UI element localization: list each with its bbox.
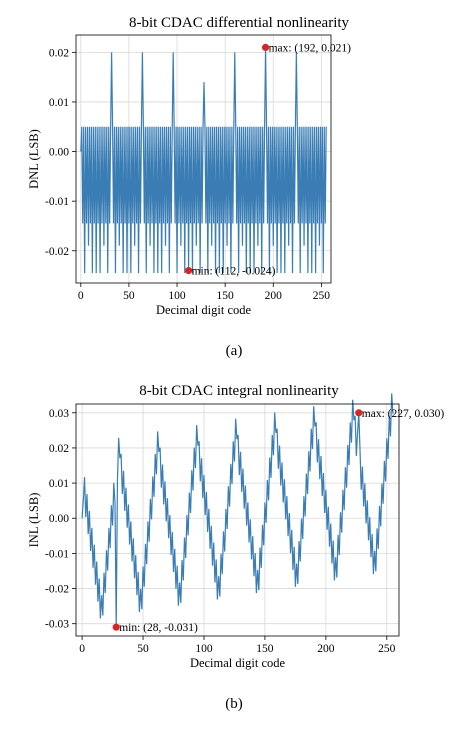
- series-line: [80, 47, 327, 274]
- y-tick-label: 0.01: [49, 97, 69, 109]
- x-tick-label: 0: [79, 643, 85, 655]
- y-tick-label: 0.00: [49, 513, 69, 525]
- y-tick-label: -0.02: [45, 584, 69, 596]
- min-marker: [112, 623, 120, 631]
- dnl-chart: 8-bit CDAC differential nonlinearity 0 50…: [27, 15, 351, 359]
- y-tick-label: 0.00: [49, 147, 69, 159]
- plot-frame: [75, 403, 400, 637]
- caption: (a): [226, 343, 243, 359]
- x-tick-label: 50: [123, 290, 135, 302]
- x-tick-label: 200: [265, 290, 283, 302]
- y-tick-label: 0.03: [49, 408, 69, 420]
- y-tick-label: 0.02: [49, 443, 69, 455]
- min-annotation: min: (28, -0.031): [119, 622, 198, 634]
- x-tick-label: 100: [168, 290, 186, 302]
- y-tick-label: 0.02: [49, 47, 69, 59]
- max-annotation: max: (227, 0.030): [362, 408, 445, 420]
- y-tick-label: -0.01: [45, 196, 69, 208]
- min-marker: [184, 267, 193, 275]
- plot-frame: [75, 34, 332, 284]
- max-marker: [261, 43, 270, 52]
- x-tick-label: 0: [78, 290, 84, 302]
- chart-title: 8-bit CDAC differential nonlinearity: [129, 15, 350, 31]
- min-annotation: min: (112, -0.024): [192, 266, 276, 278]
- max-annotation: max: (192, 0.021): [269, 42, 352, 54]
- y-tick-label: -0.03: [45, 619, 69, 631]
- max-marker: [355, 409, 363, 417]
- x-tick-label: 50: [137, 643, 149, 655]
- x-axis-label: Decimal digit code: [156, 303, 252, 317]
- ticks: 0 50 100 150 200 250 0.02 0.01 0.00 -0.01 -0.02: [45, 47, 330, 302]
- caption: (b): [225, 696, 243, 712]
- x-tick-label: 100: [195, 643, 213, 655]
- x-tick-label: 250: [313, 290, 331, 302]
- y-axis-label: DNL (LSB): [27, 129, 41, 189]
- y-tick-label: 0.01: [49, 478, 69, 490]
- x-tick-label: 250: [378, 643, 396, 655]
- y-tick-label: -0.01: [45, 548, 69, 560]
- x-tick-label: 150: [256, 643, 274, 655]
- x-tick-label: 200: [317, 643, 335, 655]
- y-axis-label: INL (LSB): [27, 493, 41, 548]
- x-axis-label: Decimal digit code: [190, 656, 286, 670]
- x-tick-label: 150: [217, 290, 235, 302]
- series-line: [81, 393, 394, 628]
- chart-title: 8-bit CDAC integral nonlinearity: [139, 383, 339, 399]
- ticks: 0 50 100 150 200 250 0.03 0.02 0.01 0.00 -0.01 -0.0…: [45, 408, 396, 655]
- inl-chart: 8-bit CDAC integral nonlinearity 0 50 100 1…: [27, 383, 444, 712]
- y-tick-label: -0.02: [45, 246, 69, 258]
